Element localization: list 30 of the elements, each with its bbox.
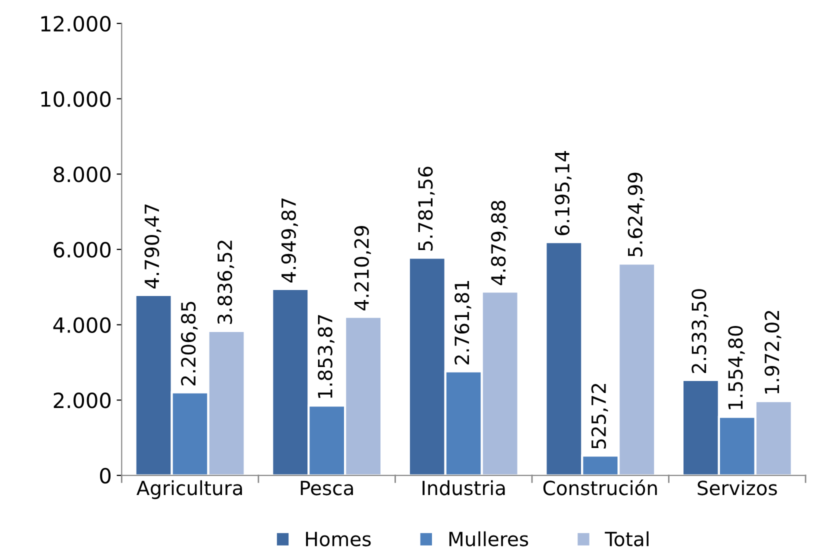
y-tick-label: 2.000: [54, 392, 111, 408]
data-label: 4.879,88: [491, 200, 508, 286]
y-tick-label: 10.000: [41, 91, 111, 107]
data-label: 2.533,50: [692, 289, 708, 374]
legend-label: Total: [604, 531, 648, 546]
data-label: 2.761,81: [454, 281, 472, 364]
data-label: 4.790,47: [144, 204, 162, 288]
x-tick-label: Agricultura: [136, 480, 242, 500]
data-label: 3.836,52: [217, 240, 234, 324]
data-label: 1.853,87: [318, 315, 334, 398]
legend-label: Mulleres: [449, 531, 528, 546]
data-label: 6.195,14: [554, 151, 572, 236]
x-tick-label: Industria: [422, 480, 505, 496]
legend-label: Homes: [306, 532, 371, 546]
data-label: 2.206,85: [180, 302, 198, 386]
data-label: 5.781,56: [418, 166, 435, 251]
data-label: 525,72: [591, 384, 608, 449]
y-tick-label: 0: [100, 468, 111, 484]
data-label: 4.210,29: [354, 226, 371, 310]
y-tick-label: 12.000: [41, 16, 111, 32]
y-tick-label: 6.000: [54, 242, 111, 258]
x-tick-label: Servizos: [698, 480, 777, 496]
x-tick-label: Construción: [543, 480, 657, 496]
y-tick-label: 8.000: [54, 166, 111, 182]
data-label: 1.554,80: [728, 326, 745, 410]
data-label: 5.624,99: [628, 172, 644, 256]
y-tick-label: 4.000: [53, 317, 111, 333]
data-label: 4.949,87: [281, 198, 298, 282]
x-tick-label: Pesca: [300, 480, 353, 496]
data-label: 1.972,02: [764, 310, 782, 394]
